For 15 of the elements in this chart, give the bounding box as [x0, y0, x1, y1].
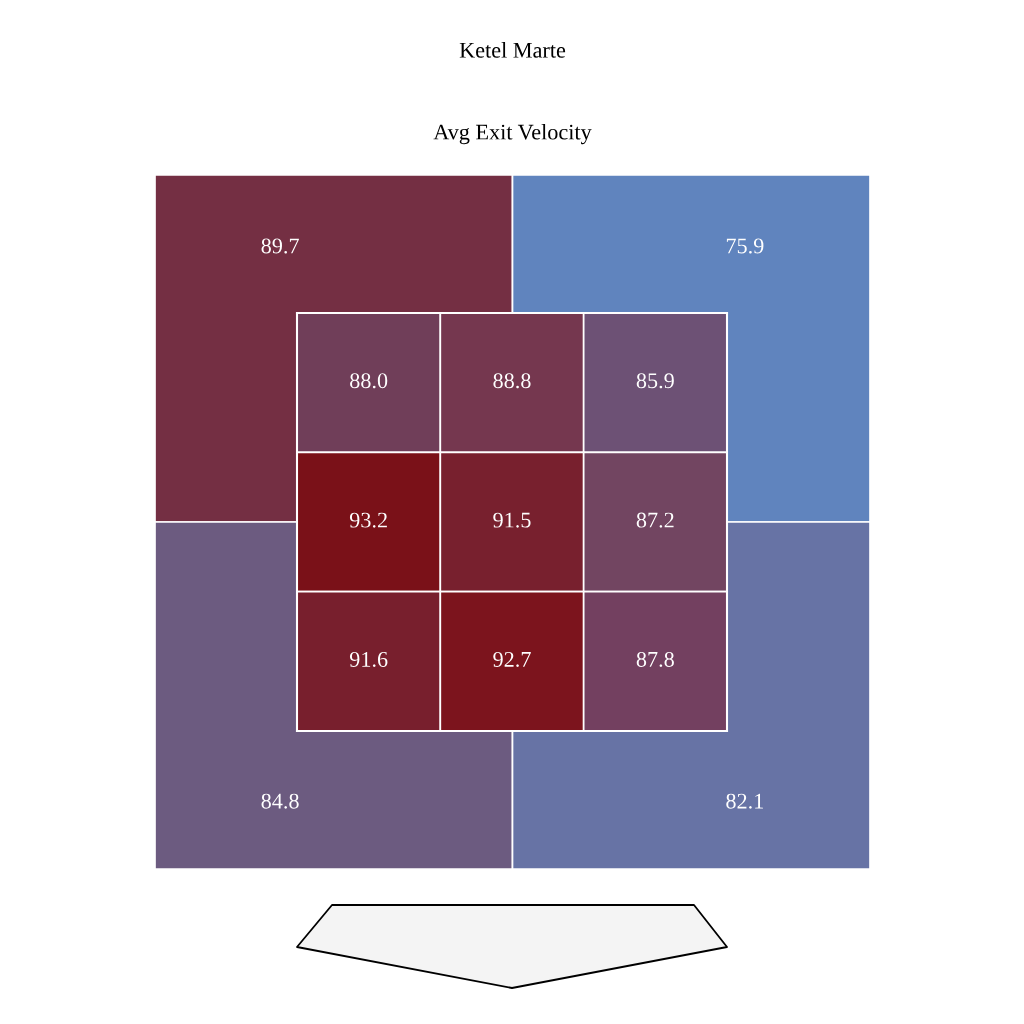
data-label: 75.9	[726, 238, 764, 254]
data-label: 92.7	[493, 651, 531, 667]
data-label: 88.8	[493, 373, 531, 389]
data-label: 84.8	[261, 793, 299, 809]
data-label: 82.1	[726, 793, 763, 809]
data-label: 88.0	[350, 373, 388, 389]
data-label: 93.2	[349, 512, 387, 528]
data-label: 85.9	[636, 373, 674, 389]
chart-title: Ketel Marte	[459, 42, 566, 58]
data-label: 87.8	[636, 651, 674, 667]
data-label: 91.5	[493, 512, 531, 528]
data-label: 91.6	[349, 651, 388, 667]
data-label: 87.2	[636, 512, 674, 528]
data-label: 89.7	[261, 238, 299, 254]
chart-subtitle: Avg Exit Velocity	[433, 123, 592, 145]
